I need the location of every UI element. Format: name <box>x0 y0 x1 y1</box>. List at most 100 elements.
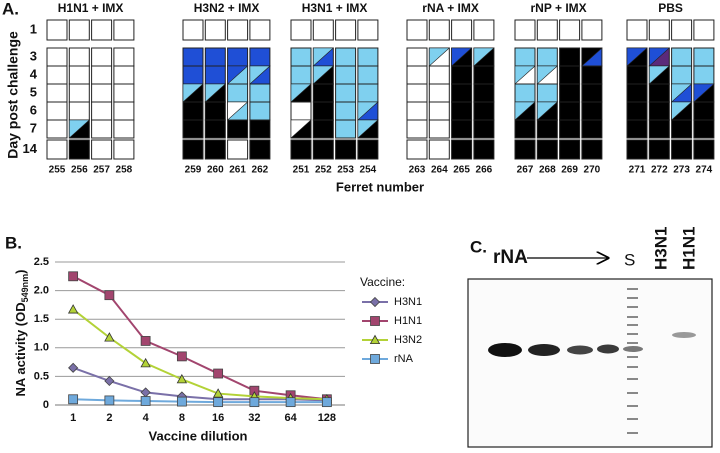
marker <box>213 368 224 379</box>
cell <box>581 19 603 41</box>
ladder-band <box>627 288 638 290</box>
cell-triangle <box>428 47 451 67</box>
cell-triangle <box>290 83 312 103</box>
cell-triangle <box>249 65 271 85</box>
ladder <box>627 288 638 434</box>
ferret-number: 268 <box>539 165 556 176</box>
cell <box>335 139 357 160</box>
legend-title: Vaccine: <box>360 275 405 289</box>
cell <box>91 19 113 41</box>
cell-triangle <box>536 101 559 121</box>
ladder-band <box>627 418 638 420</box>
cell <box>671 47 693 67</box>
panel-label: B. <box>5 233 22 252</box>
cell <box>626 139 648 160</box>
band <box>488 343 522 357</box>
cell <box>91 119 113 139</box>
y-tick-label: 2.5 <box>34 256 49 268</box>
cell <box>290 47 312 67</box>
cell <box>182 19 204 41</box>
cell-triangle <box>357 101 379 121</box>
cell <box>559 65 581 85</box>
cell-triangle <box>581 47 603 67</box>
cell <box>428 65 450 85</box>
cell <box>68 65 90 85</box>
cell <box>626 65 648 85</box>
day-label: 7 <box>30 120 37 135</box>
cell <box>312 119 334 139</box>
cell <box>428 139 450 160</box>
cell <box>693 101 715 121</box>
cell <box>626 19 648 41</box>
gel-frame <box>467 278 713 448</box>
group-label: PBS <box>658 1 683 15</box>
cell <box>428 119 450 139</box>
cell <box>648 83 670 103</box>
cell <box>68 139 90 160</box>
band <box>528 344 560 356</box>
cell <box>204 101 226 121</box>
day-label: 14 <box>23 141 38 156</box>
cell <box>312 101 334 121</box>
legend-label: H3N1 <box>394 296 422 308</box>
cell <box>312 19 334 41</box>
cell <box>581 139 603 160</box>
y-tick-label: 0 <box>43 399 49 411</box>
x-tick-label: 2 <box>106 412 112 424</box>
cell <box>249 19 271 41</box>
legend-label: H1N1 <box>394 315 422 327</box>
ferret-number: 258 <box>116 165 133 176</box>
band <box>567 345 593 355</box>
marker <box>321 397 332 408</box>
marker <box>140 387 151 398</box>
cell <box>648 19 670 41</box>
marker <box>140 336 151 346</box>
marker <box>369 296 381 308</box>
cell <box>406 119 428 139</box>
cell <box>626 83 648 103</box>
cell <box>428 101 450 121</box>
ladder-band <box>627 342 638 344</box>
group-label: H3N1 + IMX <box>302 1 368 15</box>
cell <box>91 83 113 103</box>
cell <box>473 101 495 121</box>
cell <box>451 139 473 160</box>
cell <box>473 119 495 139</box>
cell <box>204 47 226 67</box>
group-label: H3N2 + IMX <box>194 1 260 15</box>
cell <box>335 83 357 103</box>
cell <box>68 47 90 67</box>
panel-label: A. <box>2 0 19 18</box>
cell <box>113 139 135 160</box>
cell <box>473 65 495 85</box>
y-tick-label: 2.0 <box>34 285 49 297</box>
cell <box>46 119 68 139</box>
marker <box>249 397 260 408</box>
cell <box>290 139 312 160</box>
ladder-band <box>627 378 638 380</box>
ladder-band <box>627 316 638 318</box>
day-label: 3 <box>30 48 37 63</box>
cell-triangle <box>693 83 715 103</box>
cell <box>204 65 226 85</box>
cell <box>204 19 226 41</box>
series-line <box>72 366 327 402</box>
marker <box>104 290 115 301</box>
day-label: 5 <box>30 84 37 99</box>
ferret-number: 257 <box>93 165 110 176</box>
band <box>623 346 643 352</box>
cell <box>227 19 249 41</box>
cell <box>204 139 226 160</box>
cell <box>113 119 135 139</box>
marker <box>176 373 188 384</box>
cell <box>406 101 428 121</box>
cell <box>406 65 428 85</box>
cell <box>514 19 536 41</box>
cell <box>514 139 536 160</box>
cell-triangle <box>514 65 536 85</box>
cell <box>68 101 90 121</box>
ferret-number: 261 <box>229 165 246 176</box>
cell <box>559 101 581 121</box>
x-tick-label: 128 <box>318 412 336 424</box>
band <box>672 332 696 338</box>
